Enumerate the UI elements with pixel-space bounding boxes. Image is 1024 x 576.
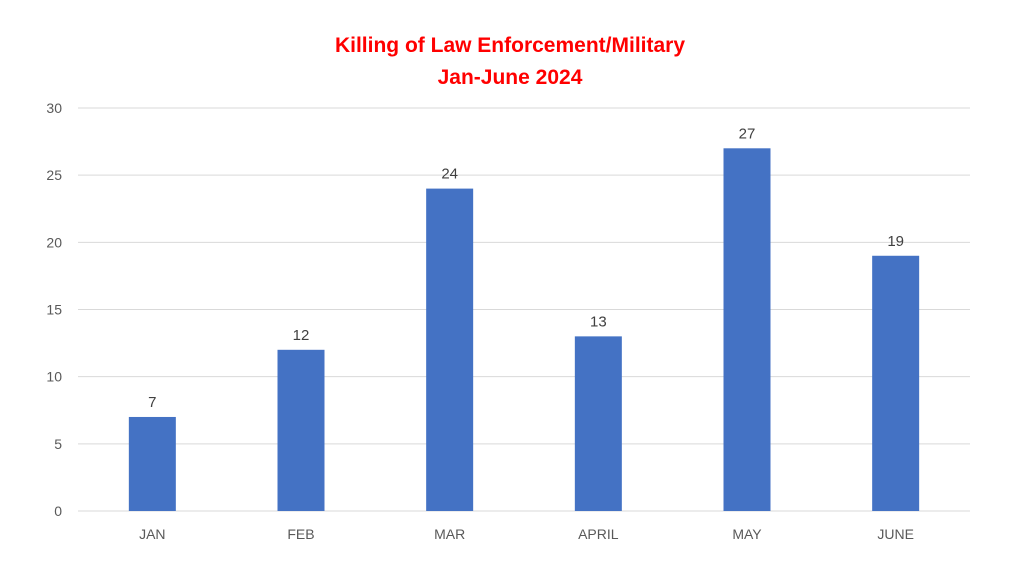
chart-title: Killing of Law Enforcement/Military Jan-…: [0, 30, 1020, 94]
y-tick-label: 25: [46, 167, 62, 183]
bar-mar: [426, 188, 474, 511]
gridlines: [78, 107, 970, 512]
y-tick-label: 5: [54, 436, 62, 452]
data-label: 24: [441, 166, 458, 183]
data-label: 12: [293, 327, 310, 344]
x-tick-label: MAR: [434, 526, 465, 542]
y-tick-label: 30: [46, 100, 62, 116]
x-axis-ticks: JAN FEB MAR APRIL MAY JUNE: [139, 526, 914, 542]
y-tick-label: 20: [46, 234, 62, 250]
x-tick-label: APRIL: [578, 526, 619, 542]
y-tick-label: 10: [46, 369, 62, 385]
data-label: 19: [887, 233, 904, 250]
bar-april: [574, 336, 622, 511]
y-tick-label: 15: [46, 302, 62, 318]
chart-title-line2: Jan-June 2024: [437, 66, 583, 89]
bar-feb: [277, 349, 325, 511]
x-tick-label: JAN: [139, 526, 165, 542]
chart-title-line1: Killing of Law Enforcement/Military: [334, 34, 686, 57]
y-tick-label: 0: [54, 503, 62, 519]
data-label: 27: [739, 125, 756, 142]
y-axis-ticks: 0 5 10 15 20 25 30: [46, 100, 62, 519]
data-label: 13: [590, 313, 607, 330]
bar-june: [872, 255, 920, 511]
x-tick-label: JUNE: [877, 526, 914, 542]
data-label: 7: [148, 394, 156, 411]
data-labels: 7 12 24 13 27 19: [148, 125, 904, 411]
x-tick-label: MAY: [732, 526, 762, 542]
bar-may: [723, 148, 771, 512]
x-tick-label: FEB: [287, 526, 314, 542]
bars: [128, 148, 920, 512]
bar-jan: [128, 416, 176, 511]
